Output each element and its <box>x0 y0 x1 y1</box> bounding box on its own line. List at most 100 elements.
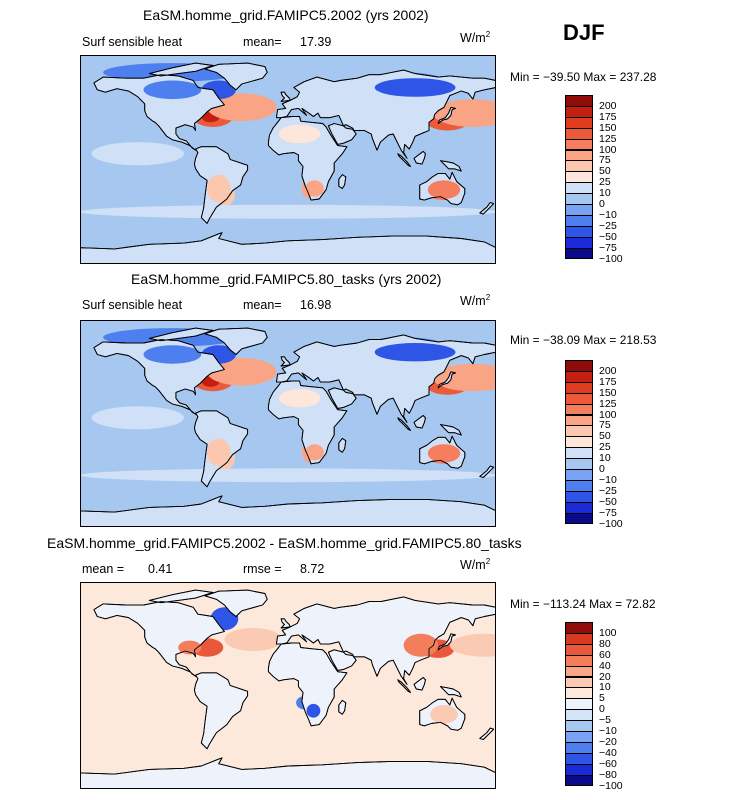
panel-3-units: W/m2 <box>460 557 490 572</box>
field-land-s-africa <box>305 444 324 461</box>
colorbar-tick-label: 150 <box>599 386 617 399</box>
colorbar-tick-label: 0 <box>599 703 605 716</box>
colorbar-tick-label: 80 <box>599 637 611 650</box>
panel-2-min-max: Min = −38.09 Max = 218.53 <box>510 333 657 347</box>
field-land-sahara <box>278 124 321 144</box>
coastline-outline-borneo <box>413 415 426 429</box>
colorbar-tick-label: −10 <box>599 725 617 737</box>
coastline-outline-australia <box>419 171 466 206</box>
coastline-outline-arcticIslands <box>148 589 214 604</box>
coastline-outline-northAmerica <box>93 601 225 677</box>
panel-1-map <box>80 55 496 264</box>
field-north-pacific-warm <box>432 99 496 127</box>
coastline-outline-antarctica <box>80 232 496 264</box>
coastline-outline-newGuinea <box>440 424 462 436</box>
colorbar-tick-label: 100 <box>599 143 617 156</box>
colorbar-tick-label: −40 <box>599 746 617 759</box>
colorbar-tick-label: 125 <box>599 132 617 145</box>
colorbar-tick-label: 100 <box>599 408 617 421</box>
colorbar-tick-label: 25 <box>599 176 611 189</box>
colorbar-tick-label: 100 <box>599 626 617 639</box>
colorbar-tick-label: 10 <box>599 187 611 200</box>
coastline-outline-antarctica <box>80 757 496 789</box>
coastline-outline-arcticIslands <box>148 62 214 77</box>
coastline-outline-madagascar <box>338 174 347 189</box>
colorbar-tick-label: −60 <box>599 757 617 770</box>
field-trop-pacific-pale <box>91 142 184 166</box>
field-diff-spacific <box>114 702 184 726</box>
colorbar-tick-label: 175 <box>599 110 617 123</box>
colorbar-tick-label: 25 <box>599 441 611 454</box>
coastline-outline-australia <box>419 697 466 731</box>
coastline-outline-africa <box>267 380 348 465</box>
coastline-outline-uk <box>280 91 291 102</box>
field-land-s-africa <box>305 180 324 197</box>
field-diff-natlantic <box>224 628 283 651</box>
colorbar-tick-label: 10 <box>599 452 611 465</box>
coastline-outline-sumatra <box>397 417 411 431</box>
panel-1-mean-value: 17.39 <box>300 35 332 49</box>
coastline-outline-arabia <box>327 123 357 145</box>
panel-2-mean-value: 16.98 <box>300 298 332 312</box>
panel-1-units: W/m2 <box>460 30 490 45</box>
panel-3-rmse-label: rmse = <box>243 562 282 576</box>
colorbar-tick-label: −50 <box>599 495 617 508</box>
coastline-outline-australia <box>419 435 466 469</box>
colorbar-tick-label: 50 <box>599 430 611 443</box>
field-land-siberia-cold <box>374 78 456 97</box>
colorbar-swatch <box>565 512 593 525</box>
colorbar-tick-label: 175 <box>599 375 617 388</box>
colorbar-tick-label: −25 <box>599 484 617 497</box>
coastline-outline-northAmerica <box>93 339 225 415</box>
coastline-outline-antarctica <box>80 495 496 527</box>
map-frame <box>80 55 496 264</box>
season-label: DJF <box>563 20 605 45</box>
colorbar-tick-label: −10 <box>599 208 617 221</box>
field-north-pacific-warm <box>432 363 496 392</box>
panel-1-units-exp: 2 <box>485 30 491 39</box>
coastline-outline-borneo <box>413 677 426 691</box>
field-southern-ocean-pale <box>80 204 496 219</box>
colorbar-tick-label: −100 <box>599 252 623 265</box>
panel-3-mean-label: mean = <box>82 562 125 576</box>
colorbar-tick-label: 20 <box>599 670 611 683</box>
panel-1-title: EaSM.homme_grid.FAMIPC5.2002 (yrs 2002) <box>143 7 429 23</box>
colorbar-tick-label: −80 <box>599 768 617 781</box>
coastline-outline-southAmerica <box>193 672 249 750</box>
colorbar-tick-label: 150 <box>599 121 617 134</box>
field-land-siberia-cold <box>374 343 456 362</box>
panel-3-mean-value: 0.41 <box>148 562 173 576</box>
colorbar-swatch <box>565 247 593 260</box>
map-frame <box>80 582 496 789</box>
coastline-outline-japan <box>437 106 457 124</box>
coastline-outline-southAmerica <box>193 146 249 224</box>
panel-3-min-max: Min = −113.24 Max = 72.82 <box>510 597 656 611</box>
field-north-atlantic-warm <box>207 358 277 386</box>
panel-3-title: EaSM.homme_grid.FAMIPC5.2002 - EaSM.homm… <box>47 535 522 551</box>
panel-3-rmse-value: 8.72 <box>300 562 325 576</box>
coastline-outline-nz <box>479 465 495 478</box>
coastline-outline-sumatra <box>397 679 411 693</box>
panel-2-units-base: W/m <box>460 294 486 309</box>
field-southern-ocean-pale <box>80 468 496 483</box>
panel-3-map <box>80 582 496 789</box>
map-frame <box>80 320 496 527</box>
coastline-outline-japan <box>437 633 457 651</box>
panel-3-units-exp: 2 <box>485 557 491 566</box>
coastline-outline-uk <box>280 618 291 629</box>
colorbar-tick-label: −100 <box>599 779 623 792</box>
colorbar-tick-label: 5 <box>599 692 605 705</box>
colorbar-tick-label: 0 <box>599 198 605 210</box>
colorbar-tick-label: 200 <box>599 99 617 112</box>
panel-3-units-base: W/m <box>460 558 486 573</box>
field-land-e-asia <box>403 633 439 657</box>
field-land-sahara <box>278 389 321 408</box>
field-north-atlantic-warm <box>207 93 277 122</box>
colorbar-tick-label: 75 <box>599 419 611 432</box>
colorbar-tick-label: −75 <box>599 506 617 519</box>
colorbar-tick-label: 50 <box>599 165 611 178</box>
colorbar-tick-label: 0 <box>599 463 605 475</box>
coastline-outline-greenland <box>204 589 268 617</box>
coastline-outline-eurasia <box>275 69 496 159</box>
coastline-outline-arabia <box>327 387 357 409</box>
